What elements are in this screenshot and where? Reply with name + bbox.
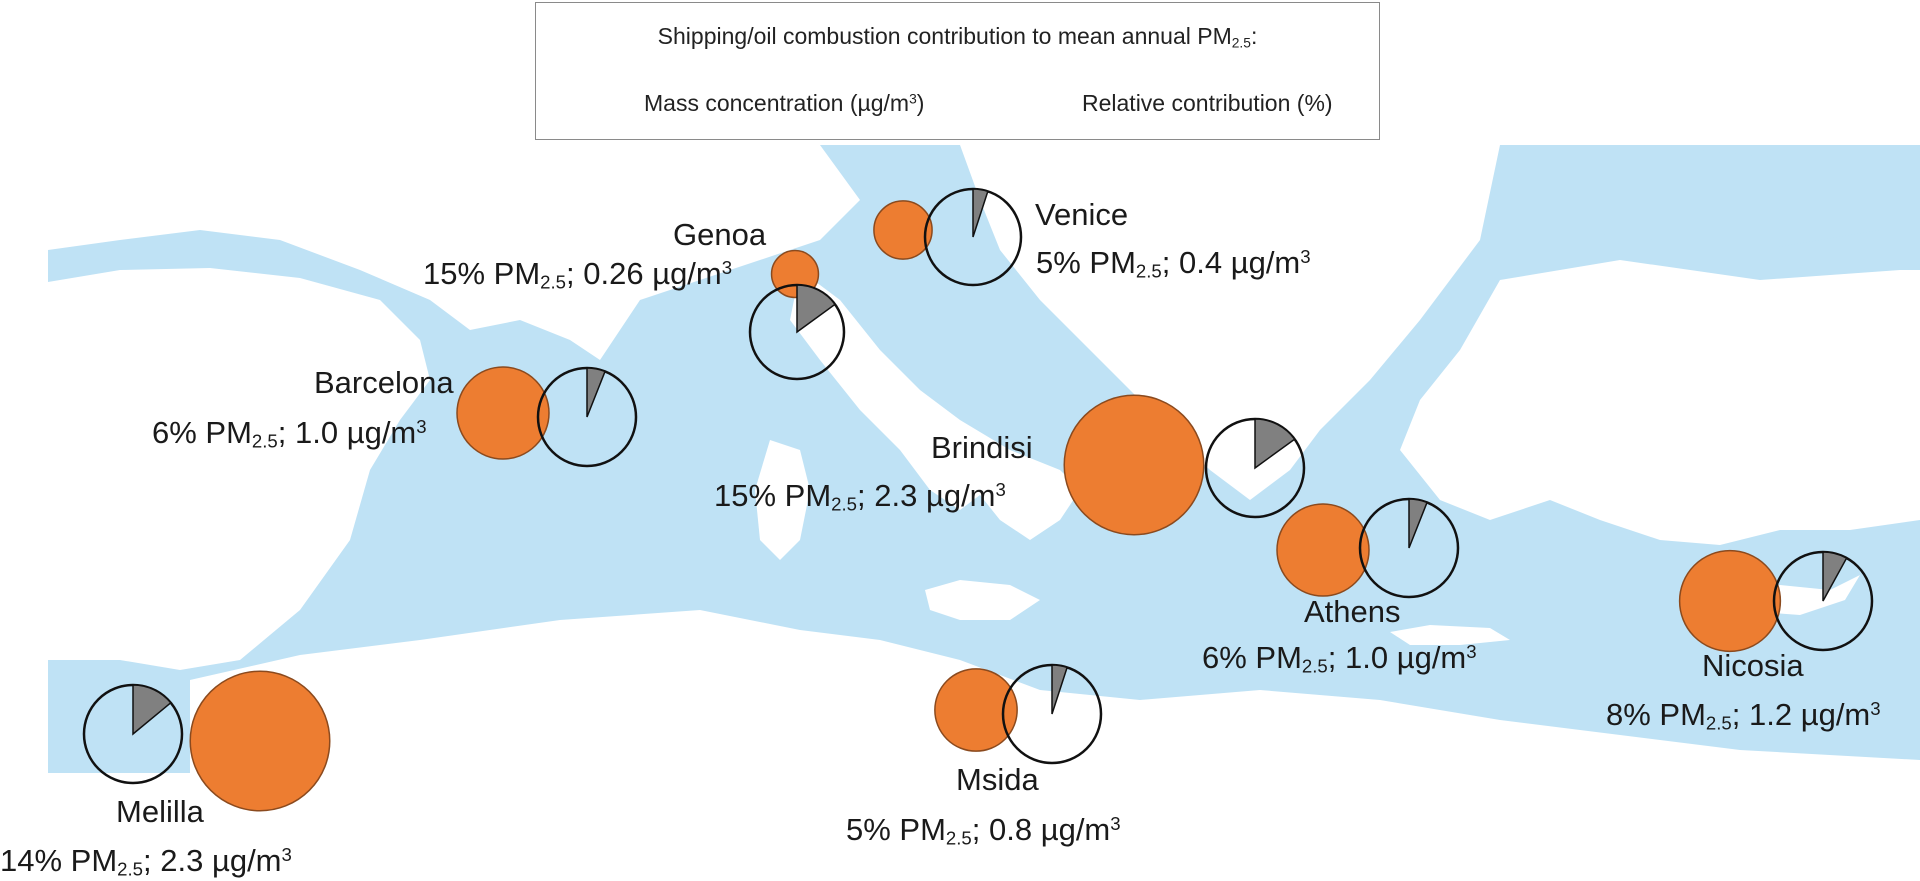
city-markers <box>82 187 1874 812</box>
land-crete <box>1390 625 1510 645</box>
city-stat-pct-text-genoa: 15% PM <box>423 256 541 291</box>
city-stat-mid-nicosia: ; 1.2 µg/m <box>1731 697 1871 732</box>
land-sardinia <box>755 440 810 560</box>
city-stat-pct-text-brindisi: 15% PM <box>714 478 832 513</box>
city-stat-mid-brindisi: ; 2.3 µg/m <box>857 478 996 513</box>
city-name-msida: Msida <box>956 762 1039 797</box>
city-stat-mid-barcelona: ; 1.0 µg/m <box>277 415 417 450</box>
city-stat-sup-athens: 3 <box>1466 640 1477 662</box>
city-name-melilla: Melilla <box>116 794 204 829</box>
city-stat-sup-nicosia: 3 <box>1870 697 1881 719</box>
city-name-venice: Venice <box>1035 197 1129 232</box>
mass-circle-msida <box>934 668 1018 752</box>
mass-circle-venice <box>873 200 933 260</box>
city-stat-sub-nicosia: 2.5 <box>1705 712 1732 734</box>
city-stat-genoa: 15% PM2.5; 0.26 µg/m3 <box>423 256 732 294</box>
land-sicily <box>925 580 1040 620</box>
mass-circle-brindisi <box>1063 394 1205 536</box>
legend-title-text: Shipping/oil combustion contribution to … <box>657 23 1232 49</box>
city-stat-mid-genoa: ; 0.26 µg/m <box>566 256 722 291</box>
city-stat-brindisi: 15% PM2.5; 2.3 µg/m3 <box>714 478 1006 516</box>
city-stat-venice: 5% PM2.5; 0.4 µg/m3 <box>1036 245 1311 283</box>
city-stat-nicosia: 8% PM2.5; 1.2 µg/m3 <box>1606 697 1881 735</box>
city-stat-sub-venice: 2.5 <box>1135 260 1162 282</box>
land-balkans <box>960 145 1500 500</box>
city-stat-msida: 5% PM2.5; 0.8 µg/m3 <box>846 812 1121 850</box>
land-italy <box>790 270 1080 540</box>
legend-title-sub: 2.5 <box>1231 35 1251 51</box>
land-france-alps <box>48 145 860 360</box>
legend-mass-text: Mass concentration (µg/m <box>644 90 910 116</box>
mass-circle-nicosia <box>1678 549 1782 653</box>
legend-title-colon: : <box>1250 23 1258 49</box>
city-stat-sup-genoa: 3 <box>721 256 733 278</box>
city-stat-barcelona: 6% PM2.5; 1.0 µg/m3 <box>152 415 427 453</box>
city-stat-sup-melilla: 3 <box>281 843 292 865</box>
city-name-genoa: Genoa <box>673 217 767 252</box>
city-stat-mid-venice: ; 0.4 µg/m <box>1161 245 1301 280</box>
city-stat-sup-barcelona: 3 <box>416 415 427 437</box>
city-stat-pct-text-msida: 5% PM <box>846 812 946 847</box>
legend-title: Shipping/oil combustion contribution to … <box>536 23 1379 50</box>
pie-slice-melilla <box>132 684 172 736</box>
city-stat-pct-text-venice: 5% PM <box>1036 245 1136 280</box>
city-name-athens: Athens <box>1304 594 1401 629</box>
city-stat-sub-brindisi: 2.5 <box>831 493 858 515</box>
legend-mass-sup: 3 <box>909 91 917 107</box>
land-iberia <box>48 268 430 670</box>
pie-slice-genoa <box>796 284 837 334</box>
city-stat-pct-text-athens: 6% PM <box>1202 640 1302 675</box>
city-stat-athens: 6% PM2.5; 1.0 µg/m3 <box>1202 640 1477 678</box>
pie-slice-msida <box>1051 664 1069 715</box>
city-stat-pct-text-barcelona: 6% PM <box>152 415 252 450</box>
legend-relative-label: Relative contribution (%) <box>1082 90 1333 116</box>
pie-slice-athens <box>1408 498 1429 549</box>
mass-circle-athens <box>1276 503 1370 597</box>
city-stat-sub-msida: 2.5 <box>945 827 972 849</box>
city-stat-sub-barcelona: 2.5 <box>251 430 278 452</box>
city-stat-mid-melilla: ; 2.3 µg/m <box>143 843 282 878</box>
city-stat-sup-venice: 3 <box>1300 245 1311 267</box>
legend-mass-close: ) <box>916 90 925 116</box>
legend-mass-label: Mass concentration (µg/m3) <box>644 90 924 117</box>
city-stat-sub-genoa: 2.5 <box>540 271 567 293</box>
city-stat-sub-melilla: 2.5 <box>117 858 144 880</box>
pie-slice-venice <box>972 188 989 238</box>
legend: Shipping/oil combustion contribution to … <box>535 2 1380 140</box>
city-stat-mid-msida: ; 0.8 µg/m <box>971 812 1111 847</box>
mass-circle-barcelona <box>456 366 550 460</box>
pie-slice-barcelona <box>586 367 607 418</box>
city-name-nicosia: Nicosia <box>1702 648 1804 683</box>
city-stat-melilla: 14% PM2.5; 2.3 µg/m3 <box>0 843 292 881</box>
city-stat-sub-athens: 2.5 <box>1301 655 1328 677</box>
city-stat-mid-athens: ; 1.0 µg/m <box>1327 640 1467 675</box>
city-stat-sup-brindisi: 3 <box>995 478 1006 500</box>
land-black-sea-shore <box>1520 145 1880 250</box>
land-turkey <box>1400 260 1920 545</box>
city-stat-pct-text-nicosia: 8% PM <box>1606 697 1706 732</box>
city-name-brindisi: Brindisi <box>931 430 1033 465</box>
pie-slice-brindisi <box>1254 418 1296 470</box>
mass-circle-melilla <box>189 670 331 812</box>
pie-slice-nicosia <box>1822 551 1848 602</box>
city-name-barcelona: Barcelona <box>314 365 454 400</box>
city-stat-sup-msida: 3 <box>1110 812 1121 834</box>
city-stat-pct-text-melilla: 14% PM <box>0 843 118 878</box>
